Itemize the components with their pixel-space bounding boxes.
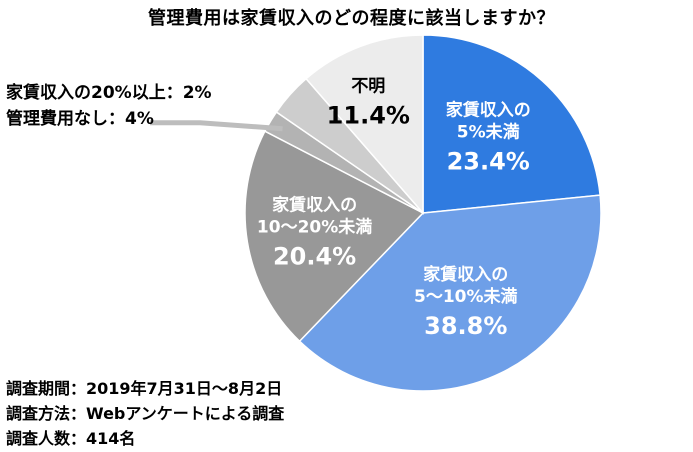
- slice-value-label: 11.4%: [327, 102, 410, 130]
- slice-5-10pct: [298, 194, 602, 392]
- survey-period: 調査期間：2019年7月31日〜8月2日: [6, 379, 283, 398]
- slice-category-label: 家賃収入の: [423, 264, 508, 285]
- slice-category-label: 家賃収入の: [446, 99, 531, 120]
- label-no-management-fee: 管理費用なし：4%: [6, 109, 154, 129]
- label-20pct-or-more: 家賃収入の20%以上：2%: [6, 83, 212, 103]
- survey-info: 調査期間：2019年7月31日〜8月2日 調査方法：Webアンケートによる調査 …: [6, 376, 284, 451]
- slice-under-5pct: [422, 34, 601, 214]
- slice-category-label: 家賃収入の: [272, 195, 357, 216]
- slice-value-label: 23.4%: [447, 147, 530, 175]
- slice-labels: 家賃収入の5%未満23.4%家賃収入の5〜10%未満38.8%家賃収入の10〜2…: [257, 77, 531, 340]
- survey-method: 調査方法：Webアンケートによる調査: [6, 404, 285, 423]
- slice-value-label: 38.8%: [424, 312, 507, 340]
- slice-category-label: 5〜10%未満: [414, 286, 518, 307]
- survey-respondents: 調査人数：414名: [6, 429, 136, 448]
- slice-category-label: 不明: [351, 77, 385, 97]
- slice-10-20pct: [244, 130, 425, 343]
- slice-category-label: 10〜20%未満: [257, 217, 372, 238]
- pie-slices: [244, 34, 602, 392]
- slice-value-label: 20.4%: [273, 243, 356, 271]
- callout-connector: [150, 120, 283, 132]
- callout-line: [150, 120, 283, 132]
- chart-title: 管理費用は家賃収入のどの程度に該当しますか？: [148, 8, 555, 29]
- slice-category-label: 5%未満: [457, 121, 520, 142]
- slice-unknown: [305, 34, 424, 216]
- outside-slice-labels: 家賃収入の20%以上：2% 管理費用なし：4%: [6, 80, 212, 132]
